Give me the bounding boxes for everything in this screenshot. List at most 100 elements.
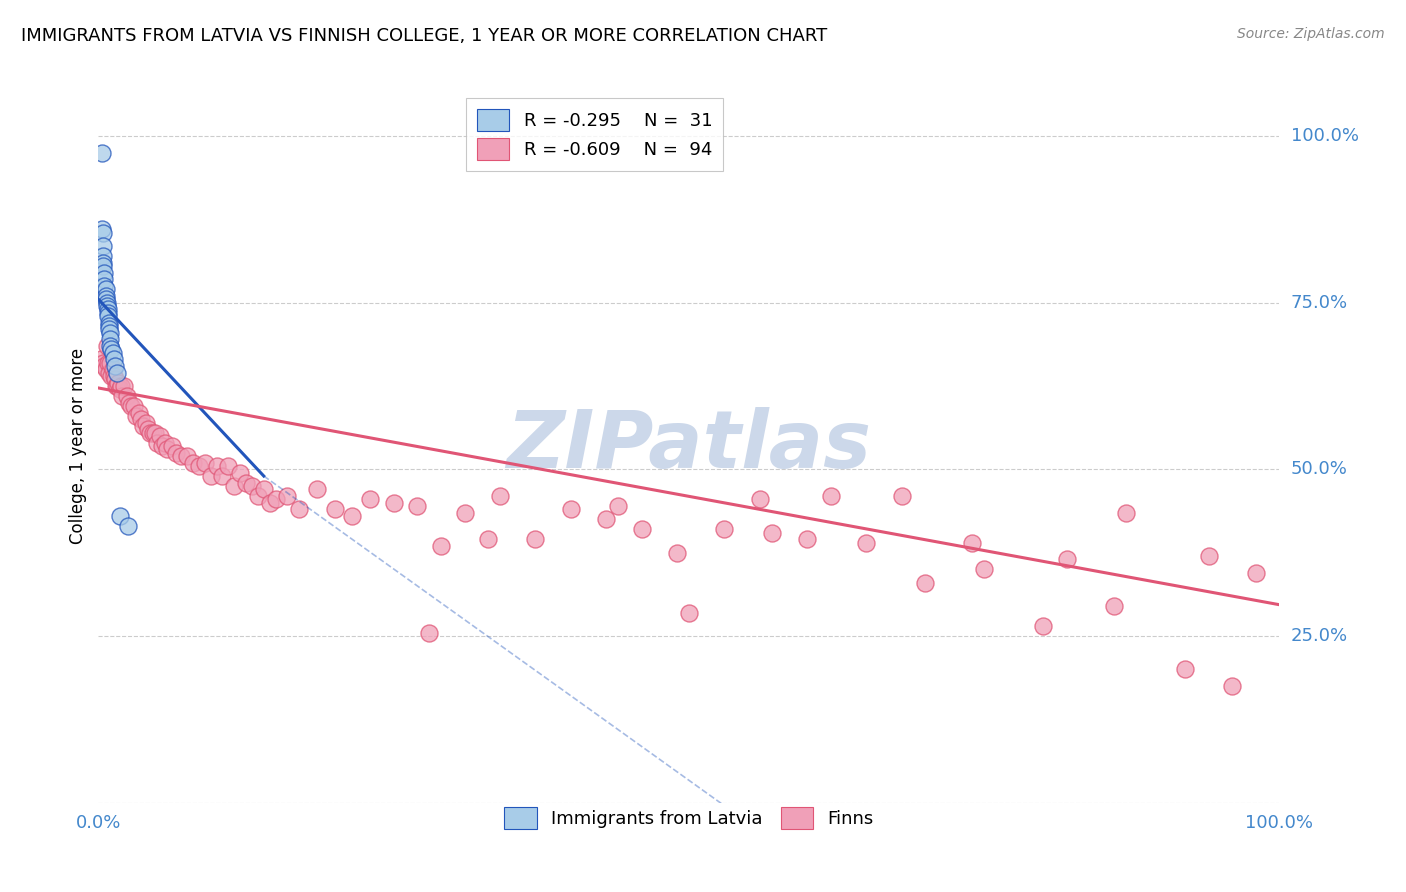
Point: [97, 305, 120, 319]
Point: [105, 379, 128, 393]
Point: [264, 492, 287, 507]
Y-axis label: College, 1 year or more: College, 1 year or more: [69, 348, 87, 544]
Point: [108, 382, 131, 396]
Point: [90, 352, 112, 367]
Point: [93, 272, 115, 286]
Point: [100, 368, 122, 383]
Point: [91, 259, 114, 273]
Point: [205, 458, 228, 473]
Point: [170, 449, 193, 463]
Point: [98, 356, 121, 370]
Point: [98, 326, 121, 340]
Point: [224, 479, 246, 493]
Point: [150, 439, 173, 453]
Point: [1174, 662, 1197, 676]
Point: [101, 345, 124, 359]
Point: [104, 359, 127, 373]
Point: [1032, 619, 1054, 633]
Point: [1056, 552, 1078, 566]
Point: [524, 533, 547, 547]
Point: [105, 366, 128, 380]
Point: [143, 425, 166, 440]
Point: [217, 458, 239, 473]
Point: [1102, 599, 1125, 613]
Point: [149, 429, 172, 443]
Point: [94, 362, 117, 376]
Legend: Immigrants from Latvia, Finns: Immigrants from Latvia, Finns: [496, 800, 882, 837]
Point: [176, 449, 198, 463]
Point: [453, 506, 475, 520]
Point: [117, 519, 139, 533]
Point: [1244, 566, 1267, 580]
Point: [91, 255, 114, 269]
Point: [630, 522, 652, 536]
Point: [359, 492, 381, 507]
Point: [94, 293, 117, 307]
Point: [91, 249, 114, 263]
Point: [796, 533, 818, 547]
Point: [136, 422, 159, 436]
Point: [111, 389, 134, 403]
Point: [91, 226, 114, 240]
Point: [1198, 549, 1220, 563]
Text: 50.0%: 50.0%: [1291, 460, 1347, 478]
Point: [181, 456, 204, 470]
Point: [98, 332, 121, 346]
Point: [125, 409, 148, 423]
Point: [98, 316, 121, 330]
Point: [107, 376, 129, 390]
Text: Source: ZipAtlas.com: Source: ZipAtlas.com: [1237, 27, 1385, 41]
Point: [200, 469, 222, 483]
Point: [382, 496, 405, 510]
Point: [187, 458, 209, 473]
Point: [240, 479, 263, 493]
Point: [489, 489, 512, 503]
Point: [160, 439, 183, 453]
Text: 75.0%: 75.0%: [1291, 293, 1348, 311]
Point: [98, 322, 121, 336]
Point: [153, 435, 176, 450]
Point: [235, 475, 257, 490]
Point: [110, 379, 132, 393]
Point: [98, 339, 121, 353]
Point: [560, 502, 582, 516]
Point: [288, 502, 311, 516]
Point: [105, 379, 128, 393]
Point: [97, 356, 120, 370]
Point: [146, 435, 169, 450]
Point: [112, 379, 135, 393]
Point: [890, 489, 912, 503]
Point: [115, 389, 138, 403]
Point: [97, 309, 120, 323]
Point: [820, 489, 842, 503]
Point: [139, 425, 162, 440]
Point: [761, 525, 783, 540]
Point: [93, 266, 115, 280]
Point: [666, 546, 689, 560]
Point: [1220, 679, 1243, 693]
Point: [91, 145, 114, 160]
Point: [305, 483, 328, 497]
Point: [748, 492, 770, 507]
Point: [132, 419, 155, 434]
Point: [276, 489, 298, 503]
Point: [96, 299, 118, 313]
Point: [103, 368, 125, 383]
Point: [91, 222, 114, 236]
Point: [1115, 506, 1137, 520]
Point: [229, 466, 252, 480]
Point: [194, 456, 217, 470]
Point: [973, 562, 995, 576]
Point: [129, 412, 152, 426]
Text: 25.0%: 25.0%: [1291, 627, 1348, 645]
Point: [121, 399, 143, 413]
Point: [962, 535, 984, 549]
Point: [118, 395, 141, 409]
Point: [607, 499, 630, 513]
Text: ZIPatlas: ZIPatlas: [506, 407, 872, 485]
Point: [94, 289, 117, 303]
Text: IMMIGRANTS FROM LATVIA VS FINNISH COLLEGE, 1 YEAR OR MORE CORRELATION CHART: IMMIGRANTS FROM LATVIA VS FINNISH COLLEG…: [21, 27, 827, 45]
Point: [96, 295, 118, 310]
Point: [914, 575, 936, 590]
Point: [93, 279, 115, 293]
